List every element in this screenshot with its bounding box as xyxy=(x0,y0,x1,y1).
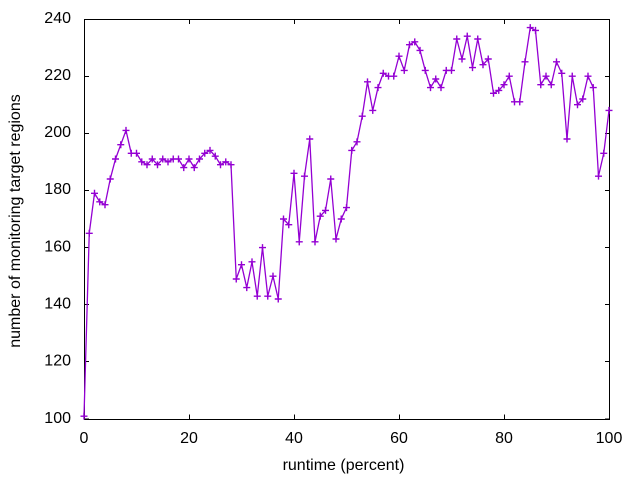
svg-text:20: 20 xyxy=(180,430,198,447)
svg-text:runtime (percent): runtime (percent) xyxy=(283,457,405,474)
svg-text:100: 100 xyxy=(44,410,71,427)
svg-text:140: 140 xyxy=(44,295,71,312)
svg-text:220: 220 xyxy=(44,67,71,84)
svg-text:number of monitoring target re: number of monitoring target regions xyxy=(7,94,24,347)
svg-text:160: 160 xyxy=(44,238,71,255)
svg-text:0: 0 xyxy=(80,430,89,447)
svg-text:200: 200 xyxy=(44,124,71,141)
svg-text:40: 40 xyxy=(285,430,303,447)
svg-text:180: 180 xyxy=(44,181,71,198)
svg-text:60: 60 xyxy=(390,430,408,447)
svg-text:120: 120 xyxy=(44,353,71,370)
svg-text:240: 240 xyxy=(44,10,71,27)
svg-text:100: 100 xyxy=(596,430,623,447)
svg-text:80: 80 xyxy=(495,430,513,447)
